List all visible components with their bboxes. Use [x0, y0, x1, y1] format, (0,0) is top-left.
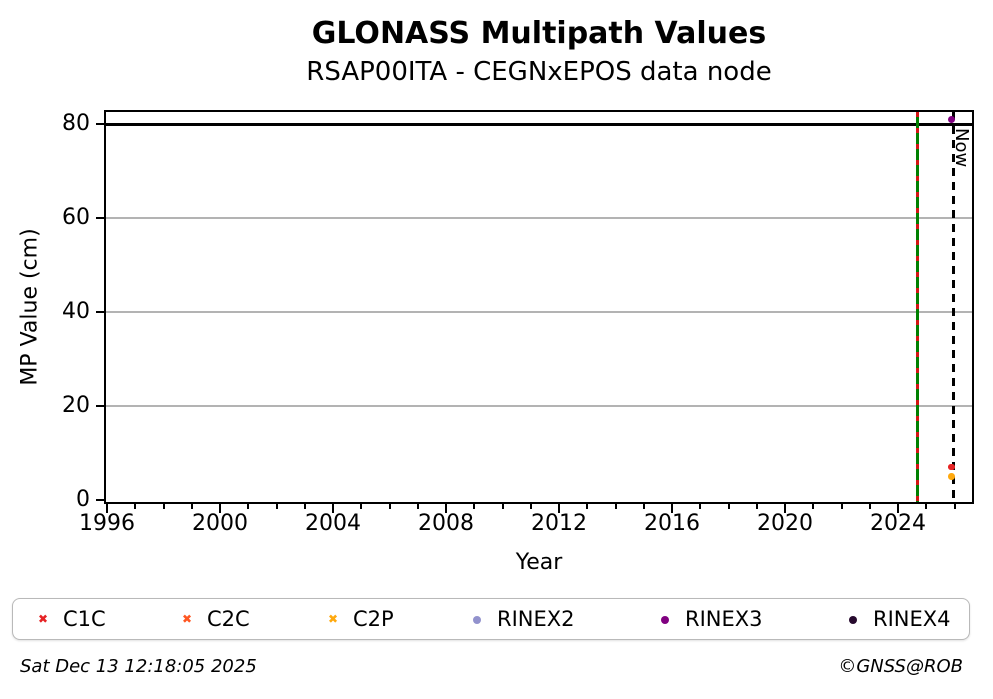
now-vline	[951, 112, 955, 502]
x-minor-tick	[275, 504, 278, 509]
x-tick-label: 2000	[192, 511, 248, 536]
legend-item-RINEX2: RINEX2	[468, 604, 575, 634]
circle-marker-icon	[844, 615, 862, 624]
x-major-tick	[219, 504, 221, 513]
legend-box	[12, 598, 970, 640]
x-minor-tick	[699, 504, 702, 509]
y-tick	[96, 123, 105, 125]
y-tick-label: 60	[62, 205, 90, 230]
x-tick-label: 1996	[79, 511, 135, 536]
x-minor-tick	[388, 504, 391, 509]
hline-80	[106, 122, 972, 126]
legend-label: RINEX3	[685, 607, 763, 631]
x-major-tick	[671, 504, 673, 513]
y-tick-label: 80	[62, 111, 90, 136]
y-tick-label: 0	[76, 487, 90, 512]
legend-label: RINEX2	[497, 607, 575, 631]
x-tick-label: 2004	[305, 511, 361, 536]
now-annotation-label: Now	[951, 128, 972, 168]
chart-title: GLONASS Multipath Values	[311, 16, 767, 51]
x-minor-tick	[925, 504, 928, 509]
x-major-tick	[332, 504, 334, 513]
x-tick-label: 2016	[644, 511, 700, 536]
legend-item-C2C: ✖ C2C	[178, 604, 250, 634]
x-minor-tick	[727, 504, 730, 509]
data-point-RINEX3	[948, 115, 956, 123]
y-tick-label: 20	[62, 393, 90, 418]
x-minor-tick	[134, 504, 137, 509]
x-major-tick	[784, 504, 786, 513]
timestamp-text: Sat Dec 13 12:18:05 2025	[20, 656, 257, 677]
y-tick-label: 40	[62, 299, 90, 324]
legend-item-C1C: ✖ C1C	[34, 604, 106, 634]
x-minor-tick	[473, 504, 476, 509]
x-axis-label: Year	[515, 550, 563, 575]
x-tick-label: 2012	[531, 511, 587, 536]
chart-subtitle: RSAP00ITA - CEGNxEPOS data node	[306, 57, 772, 87]
x-major-tick	[558, 504, 560, 513]
x-major-tick	[445, 504, 447, 513]
circle-marker-icon	[468, 615, 486, 624]
x-tick-label: 2008	[418, 511, 474, 536]
x-minor-tick	[360, 504, 363, 509]
gridline-y20	[106, 405, 972, 407]
legend-label: RINEX4	[873, 607, 951, 631]
x-marker-icon: ✖	[37, 612, 49, 626]
x-minor-tick	[416, 504, 419, 509]
x-minor-tick	[303, 504, 306, 509]
plot-area	[104, 110, 974, 504]
x-minor-tick	[614, 504, 617, 509]
x-tick-label: 2020	[757, 511, 813, 536]
x-minor-tick	[812, 504, 815, 509]
legend-item-RINEX4: RINEX4	[844, 604, 951, 634]
x-minor-tick	[501, 504, 504, 509]
x-marker-icon: ✖	[181, 612, 193, 626]
legend-item-RINEX3: RINEX3	[656, 604, 763, 634]
circle-marker-icon	[656, 615, 674, 624]
x-major-tick	[897, 504, 899, 513]
y-tick	[96, 311, 105, 313]
legend-label: C1C	[63, 607, 106, 631]
y-axis-label: MP Value (cm)	[17, 228, 43, 386]
x-marker-icon: ✖	[327, 612, 339, 626]
legend-label: C2C	[207, 607, 250, 631]
x-minor-tick	[868, 504, 871, 509]
x-tick-label: 2024	[870, 511, 926, 536]
x-minor-tick	[247, 504, 250, 509]
gridline-y40	[106, 311, 972, 313]
x-minor-tick	[953, 504, 956, 509]
circle-marker-dot	[849, 615, 857, 624]
legend-label: C2P	[353, 607, 394, 631]
x-minor-tick	[840, 504, 843, 509]
y-tick	[96, 217, 105, 219]
legend-item-C2P: ✖ C2P	[324, 604, 394, 634]
circle-marker-dot	[661, 615, 669, 624]
y-tick	[96, 499, 105, 501]
x-minor-tick	[586, 504, 589, 509]
x-minor-tick	[162, 504, 165, 509]
x-minor-tick	[190, 504, 193, 509]
x-minor-tick	[529, 504, 532, 509]
data-point-C1C	[948, 463, 955, 471]
gridline-y60	[106, 217, 972, 219]
event-vline-dash-overlay	[915, 112, 919, 502]
circle-marker-dot	[473, 615, 481, 624]
copyright-text: ©GNSS@ROB	[838, 656, 963, 677]
x-major-tick	[106, 504, 108, 513]
x-minor-tick	[755, 504, 758, 509]
x-minor-tick	[642, 504, 645, 509]
y-tick	[96, 405, 105, 407]
data-point-C2P	[948, 473, 955, 480]
